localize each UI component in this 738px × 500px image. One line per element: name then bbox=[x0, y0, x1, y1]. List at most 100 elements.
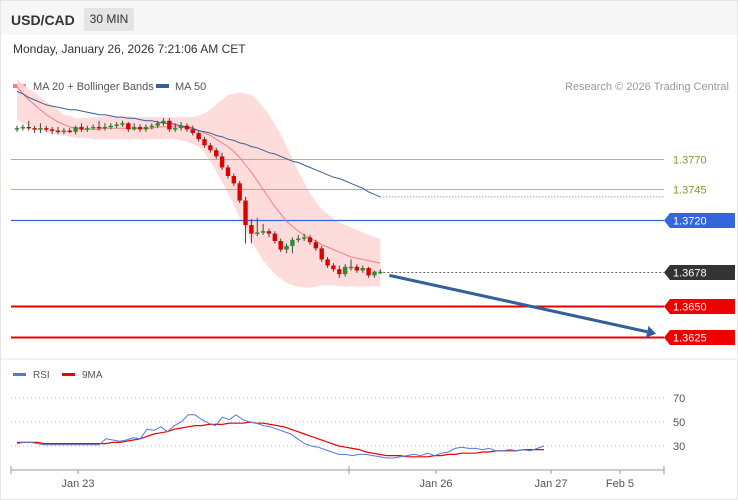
candle-body bbox=[61, 130, 67, 133]
candle-body bbox=[85, 128, 90, 130]
candle-body bbox=[249, 225, 254, 234]
candle-body bbox=[208, 145, 213, 151]
candle-body bbox=[32, 128, 37, 130]
ma9-legend-swatch bbox=[62, 373, 75, 376]
rsi-line bbox=[16, 414, 545, 459]
x-axis: Jan 23 Jan 26 Jan 27 Feb 5 bbox=[10, 466, 665, 490]
candle-body bbox=[214, 150, 219, 157]
candle-body bbox=[372, 271, 377, 276]
rsi-legend: RSI 9MA bbox=[13, 370, 103, 381]
candle-body bbox=[126, 123, 131, 130]
level-1-3625-tag bbox=[664, 330, 735, 345]
candle-body bbox=[190, 129, 195, 134]
candle-body bbox=[272, 233, 278, 242]
level-1-3625-label: 1.3625 bbox=[673, 333, 707, 345]
candle-body bbox=[331, 265, 336, 270]
level-1-3770-label: 1.3770 bbox=[673, 155, 707, 167]
ma20-legend-label: MA 20 + Bollinger Bands bbox=[33, 81, 154, 93]
candle-body bbox=[167, 120, 172, 130]
candle-body bbox=[137, 126, 143, 130]
candle-body bbox=[202, 139, 207, 146]
top-legend: MA 20 + Bollinger Bands MA 50 Research ©… bbox=[13, 81, 729, 93]
ma50-legend-swatch bbox=[156, 84, 169, 88]
rsi-ma-line bbox=[17, 421, 544, 458]
rsi-tick-label: 50 bbox=[673, 417, 685, 429]
rsi-tick-label: 70 bbox=[673, 393, 685, 405]
levels-layer: 1.3770 1.3745 1.3720 1.3678 1.3650 1.3625 bbox=[11, 155, 735, 345]
candle-body bbox=[231, 176, 237, 184]
level-1-3678-label: 1.3678 bbox=[673, 268, 707, 280]
candle-body bbox=[67, 130, 72, 133]
candle-body bbox=[114, 124, 119, 126]
candle-body bbox=[260, 231, 266, 233]
candle-body bbox=[155, 123, 160, 126]
candle-body bbox=[161, 120, 166, 124]
candle-body bbox=[307, 237, 313, 243]
level-1-3720-tag bbox=[664, 213, 735, 228]
candle-body bbox=[79, 126, 84, 130]
chart-header: USD/CAD 30 MIN bbox=[1, 1, 737, 35]
timeframe-button[interactable]: 30 MIN bbox=[84, 8, 134, 31]
candle-body bbox=[325, 259, 330, 266]
candle-body bbox=[301, 237, 307, 239]
bollinger-band-area bbox=[17, 79, 381, 288]
candles-layer bbox=[14, 118, 383, 278]
candle-body bbox=[348, 266, 354, 269]
symbol-label: USD/CAD bbox=[11, 12, 75, 28]
candle-body bbox=[196, 133, 201, 140]
candle-body bbox=[184, 125, 190, 130]
ma50-legend-label: MA 50 bbox=[175, 81, 206, 93]
x-tick-label: Jan 23 bbox=[61, 478, 94, 490]
candle-body bbox=[290, 239, 295, 246]
candle-body bbox=[337, 269, 342, 275]
rsi-legend-label: RSI bbox=[33, 370, 50, 381]
candle-body bbox=[354, 266, 360, 271]
x-tick-label: Jan 26 bbox=[419, 478, 452, 490]
candle-body bbox=[178, 125, 184, 129]
ma50-line bbox=[16, 90, 381, 198]
level-1-3650-label: 1.3650 bbox=[673, 302, 707, 314]
candle-body bbox=[378, 271, 383, 274]
x-tick-label: Jan 27 bbox=[534, 478, 567, 490]
x-tick-label: Feb 5 bbox=[606, 478, 634, 490]
candle-body bbox=[73, 126, 78, 132]
candle-body bbox=[225, 167, 231, 176]
level-1-3650-tag bbox=[664, 299, 735, 314]
candle-body bbox=[173, 128, 178, 130]
candle-body bbox=[96, 126, 102, 129]
candle-body bbox=[266, 231, 272, 234]
candle-body bbox=[243, 200, 248, 226]
rsi-tick-label: 30 bbox=[673, 441, 685, 453]
forecast-arrowhead bbox=[645, 325, 656, 338]
rsi-legend-swatch bbox=[13, 373, 26, 376]
level-1-3745-label: 1.3745 bbox=[673, 185, 707, 197]
candle-body bbox=[143, 126, 149, 130]
candle-body bbox=[132, 126, 137, 130]
candle-body bbox=[44, 128, 49, 130]
candle-body bbox=[49, 129, 55, 131]
candle-body bbox=[102, 126, 108, 129]
candle-body bbox=[296, 238, 301, 241]
candle-body bbox=[366, 268, 371, 276]
candle-body bbox=[313, 242, 319, 249]
ma9-legend-label: 9MA bbox=[82, 370, 103, 381]
candle-body bbox=[237, 183, 242, 201]
candle-body bbox=[278, 241, 283, 250]
candle-body bbox=[26, 126, 31, 129]
candle-body bbox=[38, 128, 43, 130]
level-1-3720-label: 1.3720 bbox=[673, 216, 707, 228]
overlay-layer bbox=[388, 273, 656, 338]
level-1-3678-tag bbox=[664, 265, 735, 280]
candle-body bbox=[120, 123, 125, 125]
rsi-panel: 70 50 30 bbox=[11, 393, 685, 459]
candle-body bbox=[20, 126, 26, 129]
candle-body bbox=[284, 245, 289, 250]
candle-body bbox=[14, 128, 20, 130]
candle-body bbox=[219, 156, 225, 168]
datetime-label: Monday, January 26, 2026 7:21:06 AM CET bbox=[13, 42, 246, 56]
forecast-arrow-shaft bbox=[388, 273, 648, 334]
candle-body bbox=[342, 266, 348, 275]
candle-body bbox=[319, 248, 324, 260]
candle-body bbox=[360, 268, 365, 271]
